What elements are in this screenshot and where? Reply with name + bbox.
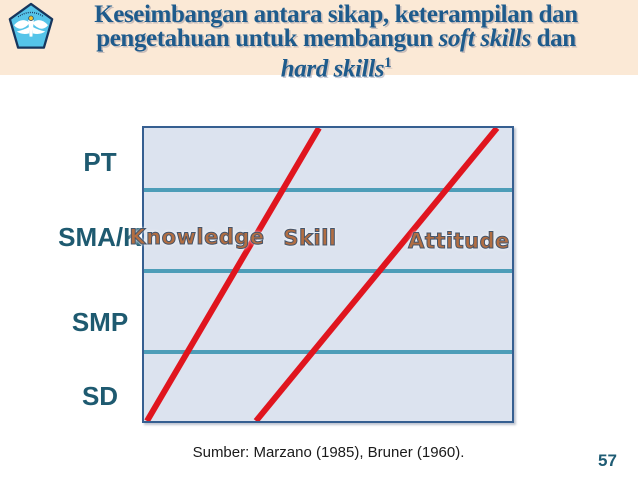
region-label-skill: Skill [283, 226, 337, 251]
source-citation: Sumber: Marzano (1985), Bruner (1960). [192, 444, 465, 461]
slide-title-line1: Keseimbangan antara sikap, keterampilan … [94, 1, 578, 28]
axis-label-pt: PT [83, 147, 117, 177]
axis-label-smp: SMP [71, 307, 129, 337]
axis-label-smak: SMA/K [58, 222, 142, 252]
axis-label-sd: SD [81, 381, 119, 411]
region-label-knowledge: Knowledge [129, 225, 265, 250]
tut-wuri-handayani-logo-icon [8, 2, 54, 49]
footnote-marker: 1 [384, 55, 392, 71]
balance-chart-plot-area: Knowledge Skill Attitude [129, 126, 514, 423]
region-label-attitude: Attitude [408, 229, 510, 254]
knowledge-skill-boundary-line [144, 128, 322, 421]
slide-title: Keseimbangan antara sikap, keterampilan … [56, 1, 616, 83]
chart-lines-canvas [144, 128, 512, 421]
slide-title-line2: pengetahuan untuk membangun soft skills … [96, 25, 576, 52]
skill-attitude-boundary-line [253, 128, 500, 421]
page-number: 57 [598, 451, 617, 470]
slide-header: Keseimbangan antara sikap, keterampilan … [0, 0, 638, 81]
slide-title-line3: hard skills1 [280, 55, 392, 83]
